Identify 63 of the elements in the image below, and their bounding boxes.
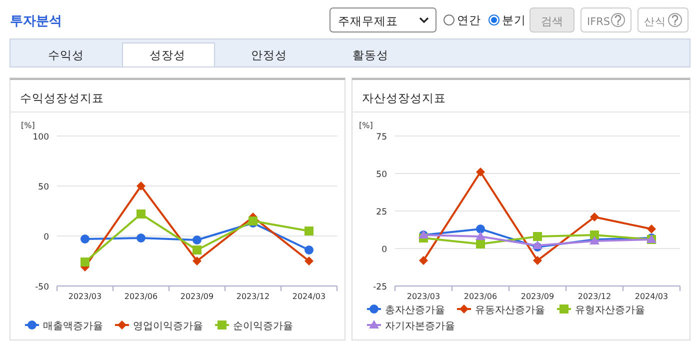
y-tick-label: 0 xyxy=(44,232,49,242)
point xyxy=(192,236,202,244)
point xyxy=(419,256,428,265)
point xyxy=(136,210,146,218)
legend-label: 매출액증가율 xyxy=(43,321,103,332)
x-tick-label: 2023/03 xyxy=(406,292,440,301)
legend-label: 자기자본증가율 xyxy=(385,321,455,332)
legend-label: 순이익증가율 xyxy=(233,321,293,332)
x-tick-label: 2024/03 xyxy=(292,292,326,301)
x-tick-label: 2024/03 xyxy=(634,292,668,301)
y-tick-label: 75 xyxy=(376,132,387,142)
x-tick-label: 2023/06 xyxy=(464,292,498,301)
legend-label: 총자산증가율 xyxy=(385,305,445,316)
legend-label: 유형자산증가율 xyxy=(575,305,645,316)
y-axis-title: [%] xyxy=(21,121,35,130)
point xyxy=(192,256,202,266)
point xyxy=(304,226,314,236)
point xyxy=(136,182,146,190)
point xyxy=(590,212,599,222)
point xyxy=(476,232,486,240)
y-tick-label: 50 xyxy=(376,170,387,180)
point xyxy=(532,240,542,249)
legend-label: 유동자산증가율 xyxy=(475,305,545,316)
point xyxy=(476,224,485,234)
point xyxy=(304,246,314,254)
y-tick-label: 100 xyxy=(32,132,49,142)
text: 활동성 xyxy=(352,48,388,62)
radio: 연간 xyxy=(444,13,481,27)
point xyxy=(533,232,542,241)
x-tick-label: 2023/06 xyxy=(124,292,158,301)
legend-label: 영업이익증가율 xyxy=(133,321,203,332)
text: 성장성 xyxy=(150,48,186,62)
x-tick-label: 2023/09 xyxy=(180,292,214,301)
radio: 분기 xyxy=(488,13,526,27)
x-tick-label: 2023/03 xyxy=(68,292,102,301)
point xyxy=(476,168,485,176)
y-tick-label: 0 xyxy=(382,245,387,255)
point xyxy=(136,234,146,242)
select: 주재무제표 xyxy=(330,8,436,32)
point xyxy=(192,246,202,254)
x-tick-label: 2023/09 xyxy=(520,292,554,301)
x-tick-label: 2023/12 xyxy=(236,292,270,301)
button: 검색 xyxy=(530,8,574,32)
y-tick-label: -25 xyxy=(373,282,387,292)
help: 산식 xyxy=(638,8,688,32)
point xyxy=(80,234,90,244)
point xyxy=(476,240,485,248)
text: 투자분석 xyxy=(10,14,62,29)
y-tick-label: -50 xyxy=(35,282,49,292)
x-tick-label: 2023/12 xyxy=(578,292,612,301)
y-tick-label: 50 xyxy=(38,182,49,192)
point xyxy=(647,224,656,234)
y-axis-title: [%] xyxy=(359,121,373,130)
point xyxy=(304,256,314,266)
point xyxy=(533,256,542,265)
point xyxy=(80,258,90,266)
point xyxy=(590,230,599,240)
chart-title: 자산성장성지표 xyxy=(362,91,446,105)
help: IFRS xyxy=(580,8,632,32)
y-tick-label: 25 xyxy=(376,208,387,218)
text: 수익성 xyxy=(48,48,84,62)
chart-title: 수익성장성지표 xyxy=(20,91,104,105)
text: 안정성 xyxy=(251,48,287,62)
